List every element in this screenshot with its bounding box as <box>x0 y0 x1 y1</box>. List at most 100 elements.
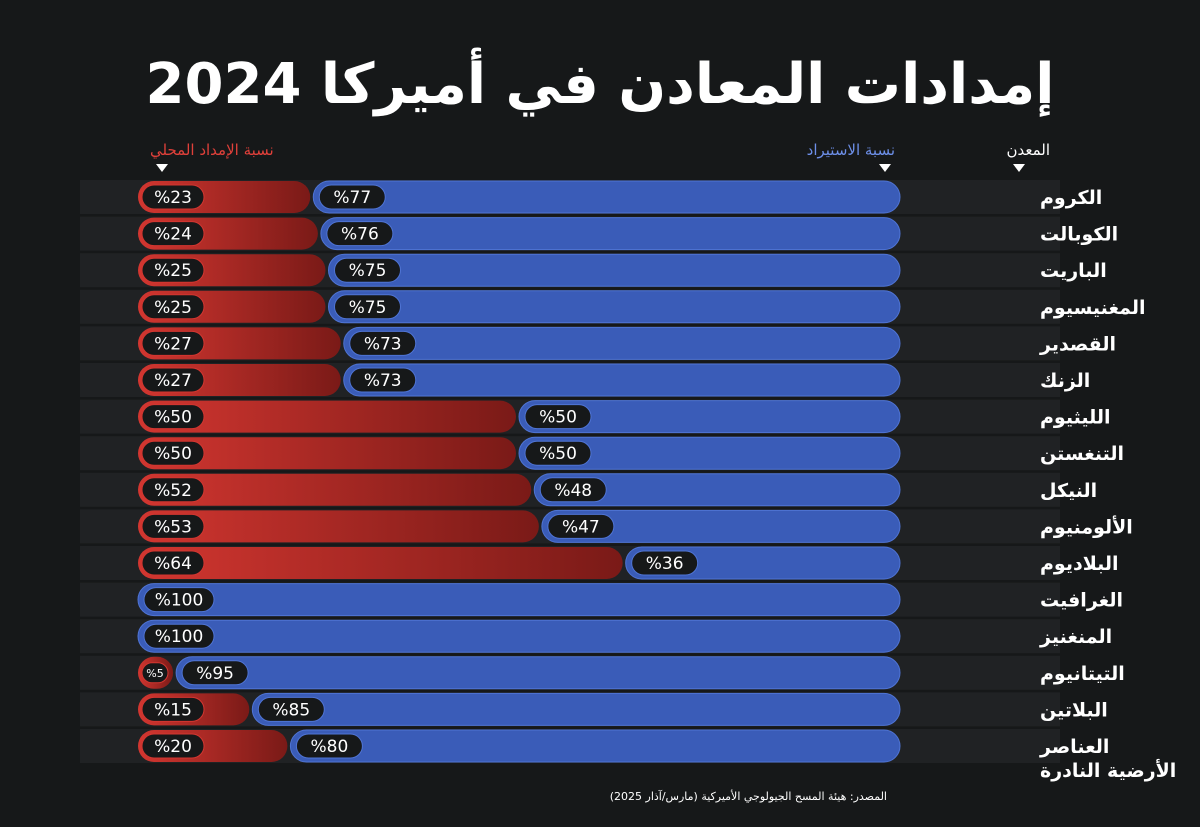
mineral-label: الكروم <box>1040 187 1102 209</box>
import-value-label: %48 <box>554 481 592 501</box>
import-value-label: %73 <box>364 334 402 354</box>
domestic-bar <box>138 400 516 433</box>
import-label-pill <box>326 221 394 247</box>
import-value-label: %95 <box>196 664 234 684</box>
import-label-pill <box>143 587 215 613</box>
import-bar <box>518 400 901 434</box>
domestic-value-label: %25 <box>154 261 192 281</box>
mineral-header-arrow-icon <box>1013 164 1025 172</box>
import-value-label: %85 <box>272 700 310 720</box>
import-label-pill <box>295 733 363 759</box>
domestic-value-label: %27 <box>154 334 192 354</box>
import-value-label: %100 <box>155 591 204 611</box>
import-bar <box>533 473 901 507</box>
domestic-bar <box>138 437 516 470</box>
domestic-value-label: %64 <box>154 554 192 574</box>
import-label-pill <box>334 257 401 283</box>
chart-title: إمدادات المعادن في أميركا 2024 <box>145 52 1055 117</box>
mineral-label: الليثيوم <box>1040 407 1111 429</box>
import-value-label: %47 <box>562 517 600 537</box>
domestic-value-label: %50 <box>154 444 192 464</box>
import-label-pill <box>524 404 592 430</box>
import-bar <box>312 180 901 214</box>
domestic-value-label: %27 <box>154 371 192 391</box>
import-bar <box>343 363 901 397</box>
import-value-label: %100 <box>155 627 204 647</box>
import-column-header: نسبة الاستيراد <box>806 141 895 159</box>
import-value-label: %50 <box>539 408 577 428</box>
import-bar <box>343 326 901 360</box>
domestic-label-pill <box>141 330 205 356</box>
import-value-label: %36 <box>646 554 684 574</box>
domestic-label-pill <box>141 294 205 320</box>
mineral-label: البلاديوم <box>1040 553 1119 575</box>
domestic-label-pill <box>141 367 205 393</box>
domestic-value-label: %52 <box>154 481 192 501</box>
import-label-pill <box>631 550 699 576</box>
import-bar <box>137 619 901 653</box>
mineral-label: القصدير <box>1039 333 1116 355</box>
mineral-label: المغنيسيوم <box>1040 297 1146 319</box>
import-value-label: %75 <box>349 261 387 281</box>
mineral-label: الغرافيت <box>1040 590 1123 612</box>
import-value-label: %77 <box>333 188 371 208</box>
domestic-value-label: %24 <box>154 225 192 245</box>
import-label-pill <box>524 440 592 466</box>
domestic-value-label: %53 <box>154 517 192 537</box>
import-value-label: %76 <box>341 225 379 245</box>
domestic-value-label: %50 <box>154 408 192 428</box>
domestic-label-pill <box>141 440 205 466</box>
source-note: المصدر: هيئة المسح الجيولوجي الأميركية (… <box>609 790 887 803</box>
import-bar <box>518 436 901 470</box>
domestic-header-arrow-icon <box>156 164 168 172</box>
import-bar <box>320 217 901 251</box>
mineral-label: التنغستن <box>1040 443 1124 465</box>
import-value-label: %50 <box>539 444 577 464</box>
domestic-value-label: %15 <box>154 700 192 720</box>
domestic-label-pill <box>141 184 205 210</box>
domestic-value-label: %25 <box>154 298 192 318</box>
import-bar <box>541 509 901 543</box>
mineral-label: العناصر الأرضية النادرة <box>1039 736 1176 782</box>
import-label-pill <box>539 477 607 503</box>
import-value-label: %73 <box>364 371 402 391</box>
domestic-bar <box>138 473 532 506</box>
import-label-pill <box>257 696 325 722</box>
domestic-label-pill <box>141 257 205 283</box>
domestic-value-label: %20 <box>154 737 192 757</box>
import-label-pill <box>181 660 249 686</box>
domestic-label-pill <box>141 662 169 684</box>
domestic-label-pill <box>141 513 205 539</box>
domestic-label-pill <box>141 477 205 503</box>
mineral-column-header: المعدن <box>1006 141 1050 159</box>
import-value-label: %80 <box>311 737 349 757</box>
domestic-label-pill <box>141 733 205 759</box>
import-label-pill <box>334 294 401 320</box>
import-label-pill <box>318 184 386 210</box>
domestic-value-label: %5 <box>146 667 163 680</box>
import-value-label: %75 <box>349 298 387 318</box>
mineral-label: الباريت <box>1040 260 1107 282</box>
domestic-bar <box>138 510 539 543</box>
import-header-arrow-icon <box>879 164 891 172</box>
import-label-pill <box>349 330 417 356</box>
domestic-label-pill <box>141 550 205 576</box>
mineral-label: الزنك <box>1040 370 1090 392</box>
mineral-label: الكوبالت <box>1040 224 1118 246</box>
domestic-label-pill <box>141 221 205 247</box>
import-bar <box>137 583 901 617</box>
mineral-label: النيكل <box>1040 480 1097 502</box>
domestic-bar <box>138 547 623 579</box>
import-bar <box>175 656 901 690</box>
mineral-label: الألومنيوم <box>1040 515 1133 538</box>
mineral-label: التيتانيوم <box>1040 663 1125 685</box>
domestic-label-pill <box>141 404 205 430</box>
import-label-pill <box>143 623 215 649</box>
import-bar <box>289 729 901 763</box>
import-bar <box>328 290 901 324</box>
mineral-label: البلاتين <box>1040 699 1108 721</box>
import-bar <box>251 692 901 726</box>
domestic-label-pill <box>141 696 205 722</box>
domestic-column-header: نسبة الإمداد المحلي <box>150 141 274 159</box>
